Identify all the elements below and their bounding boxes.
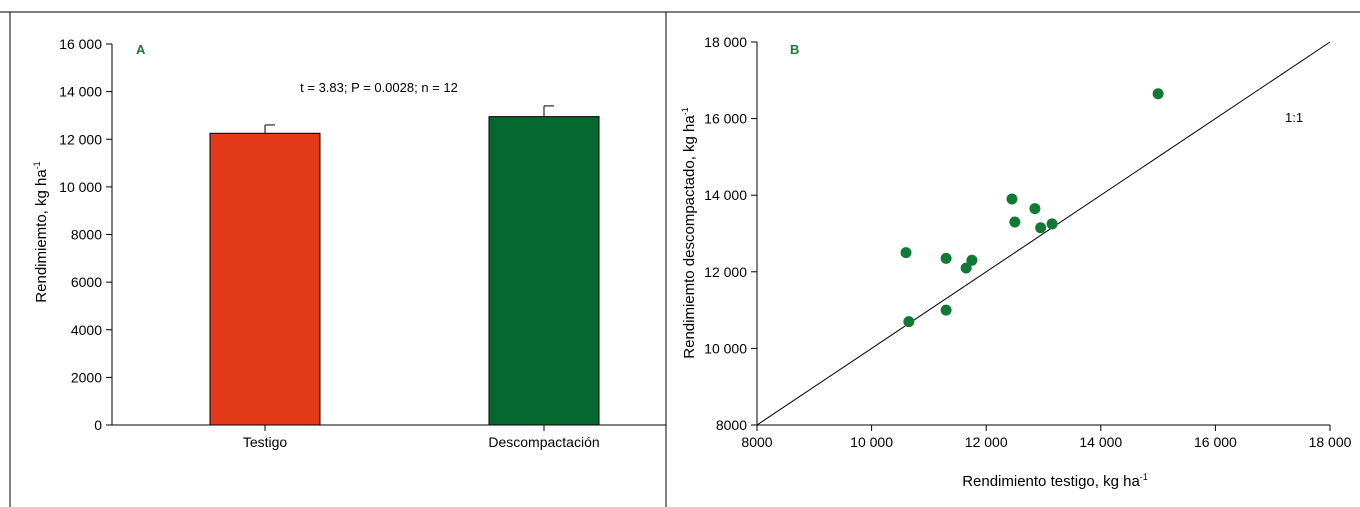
scatter-point-group: [900, 88, 1164, 328]
y-tick-label: 14 000: [59, 84, 102, 100]
y-tick-label: 0: [94, 417, 102, 433]
y-axis-label-text: Rendimiemto, kg ha: [33, 169, 50, 303]
scatter-point: [1046, 218, 1058, 230]
reference-line-label: 1:1: [1285, 110, 1303, 125]
bar-group: [209, 116, 600, 426]
stats-annotation: t = 3.83; P = 0.0028; n = 12: [300, 80, 458, 95]
scatter-point: [1009, 216, 1021, 228]
x-tick-label: 10 000: [850, 434, 893, 450]
y-tick-label: 12 000: [59, 131, 102, 147]
x-axis-ticks: Testigo Descompactación: [243, 425, 600, 450]
x-tick-label: 18 000: [1309, 434, 1352, 450]
y-tick-label: 18 000: [704, 34, 747, 50]
x-axis-label: Rendimiento testigo, kg ha-1: [962, 472, 1148, 490]
x-axis-label-superscript: -1: [1140, 472, 1148, 482]
scatter-point: [1029, 203, 1041, 215]
y-tick-label: 16 000: [59, 36, 102, 52]
x-tick-label: 8000: [741, 434, 772, 450]
y-tick-label: 12 000: [704, 264, 747, 280]
bar-chart-panel-a: 0 2000 4000 6000 8000 10 000 12 000 14 000 16 00…: [32, 36, 666, 450]
y-tick-label: 2000: [71, 369, 102, 385]
scatter-point: [940, 252, 952, 264]
x-axis-ticks: 8000 10 000 12 000 14 000 16 000 18 000: [741, 425, 1352, 450]
x-tick-label: Testigo: [243, 434, 288, 450]
scatter-point: [940, 304, 952, 316]
scatter-point: [960, 262, 972, 274]
y-axis-label-superscript: -1: [32, 161, 42, 169]
y-tick-label: 8000: [71, 227, 102, 243]
y-axis-ticks: 8000 10 000 12 000 14 000 16 000 18 000: [704, 34, 757, 433]
scatter-point: [1035, 222, 1047, 234]
y-tick-label: 14 000: [704, 187, 747, 203]
y-tick-label: 10 000: [59, 179, 102, 195]
y-axis-ticks: 0 2000 4000 6000 8000 10 000 12 000 14 000 16 00…: [59, 36, 112, 433]
y-tick-label: 4000: [71, 322, 102, 338]
y-axis-label: Rendimiemto descompactado, kg ha-1: [680, 107, 698, 358]
one-to-one-reference-line: [756, 41, 1331, 426]
y-tick-label: 6000: [71, 274, 102, 290]
x-tick-label: 14 000: [1079, 434, 1122, 450]
y-axis-label-text: Rendimiemto descompactado, kg ha: [681, 115, 698, 359]
x-tick-label: 16 000: [1194, 434, 1237, 450]
x-tick-label: 12 000: [965, 434, 1008, 450]
y-tick-label: 10 000: [704, 340, 747, 356]
error-bar-group: [264, 105, 554, 134]
scatter-point: [903, 316, 915, 328]
y-tick-label: 16 000: [704, 111, 747, 127]
x-axis-label-text: Rendimiento testigo, kg ha: [962, 473, 1140, 490]
bar-descompactacion: [488, 116, 600, 426]
scatter-point: [1006, 193, 1018, 205]
scatter-point: [1152, 88, 1164, 100]
y-tick-label: 8000: [716, 417, 747, 433]
panel-label: B: [790, 42, 799, 57]
bar-testigo: [209, 132, 321, 426]
scatter-chart-panel-b: 8000 10 000 12 000 14 000 16 000 18 000 8000 1…: [680, 34, 1352, 490]
scatter-point: [900, 247, 912, 259]
y-axis-label: Rendimiemto, kg ha-1: [32, 161, 50, 302]
y-axis-label-superscript: -1: [680, 107, 690, 115]
x-tick-label: Descompactación: [488, 434, 599, 450]
panel-label: A: [136, 42, 146, 57]
scatter-point: [966, 254, 978, 266]
